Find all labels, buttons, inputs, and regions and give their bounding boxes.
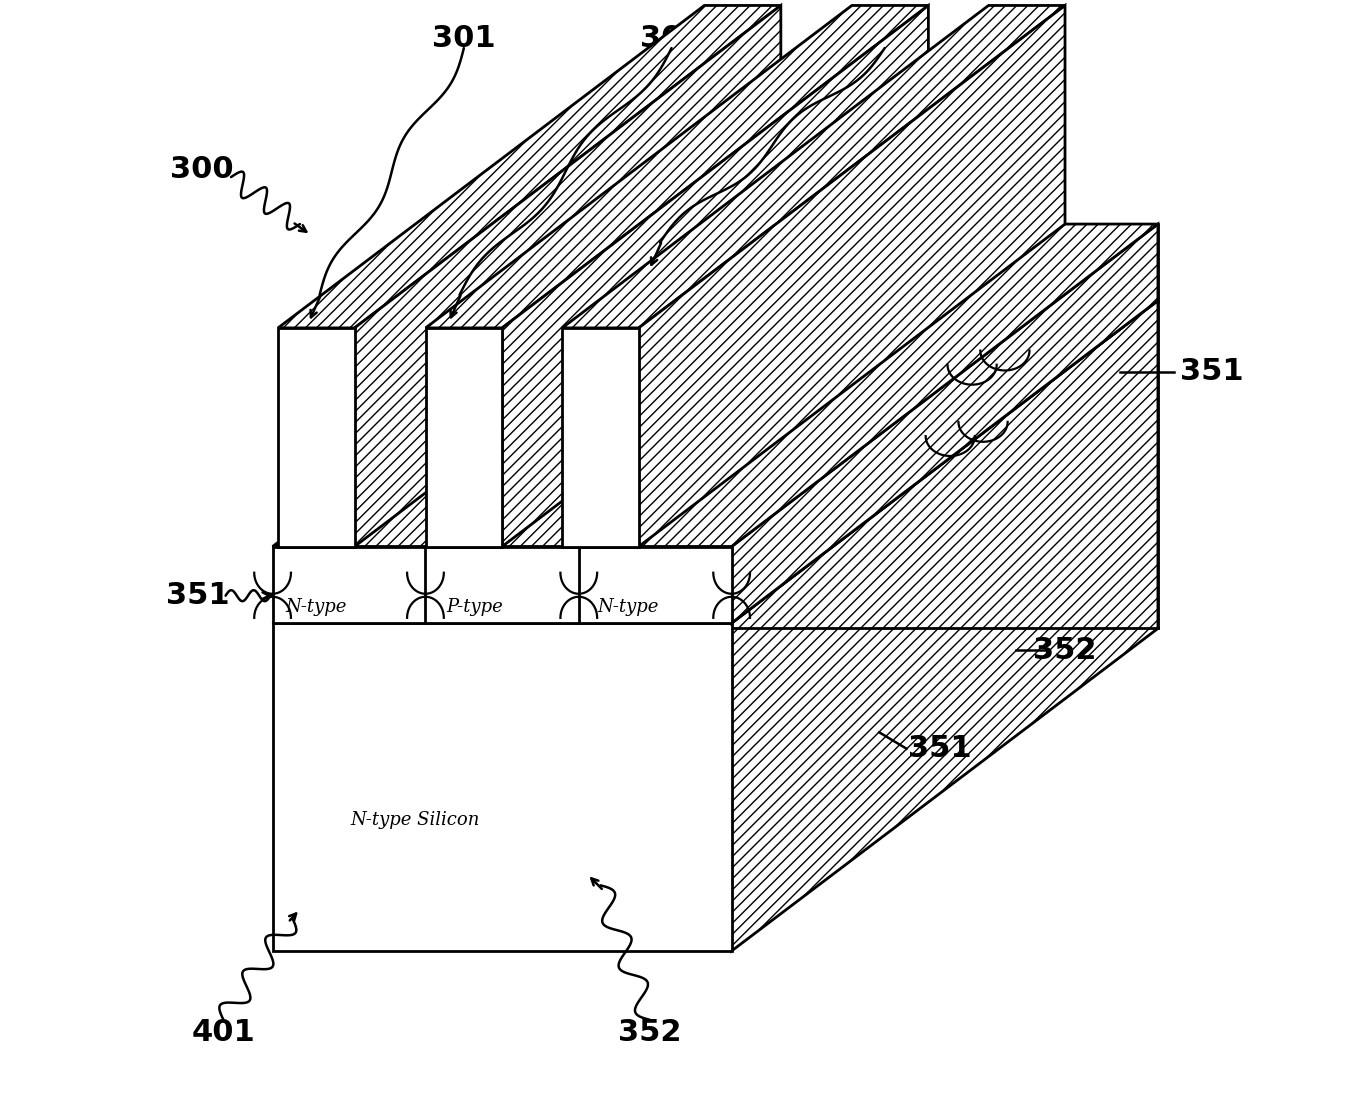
Polygon shape — [639, 5, 1066, 546]
Text: N-type Silicon: N-type Silicon — [349, 811, 479, 828]
Polygon shape — [272, 301, 1158, 623]
Polygon shape — [272, 224, 1158, 546]
Polygon shape — [731, 301, 1158, 951]
Polygon shape — [278, 5, 781, 328]
Text: 352: 352 — [1033, 636, 1097, 665]
Text: 303: 303 — [640, 24, 703, 52]
Text: 401: 401 — [191, 1019, 256, 1047]
Text: 351: 351 — [1179, 357, 1243, 386]
Polygon shape — [425, 5, 929, 328]
Polygon shape — [278, 328, 355, 546]
Polygon shape — [425, 328, 502, 546]
Text: P-type: P-type — [447, 598, 504, 615]
Text: 352: 352 — [617, 1019, 681, 1047]
Polygon shape — [272, 546, 731, 623]
Text: 301: 301 — [853, 24, 917, 52]
Text: 351: 351 — [167, 581, 230, 610]
Text: 300: 300 — [169, 155, 233, 184]
Text: 351: 351 — [907, 734, 971, 763]
Text: N-type: N-type — [286, 598, 347, 615]
Polygon shape — [562, 5, 1066, 328]
Text: N-type: N-type — [597, 598, 658, 615]
Polygon shape — [731, 224, 1158, 623]
Polygon shape — [355, 5, 781, 546]
Text: 301: 301 — [432, 24, 496, 52]
Polygon shape — [562, 328, 639, 546]
Polygon shape — [272, 623, 731, 951]
Polygon shape — [502, 5, 929, 546]
